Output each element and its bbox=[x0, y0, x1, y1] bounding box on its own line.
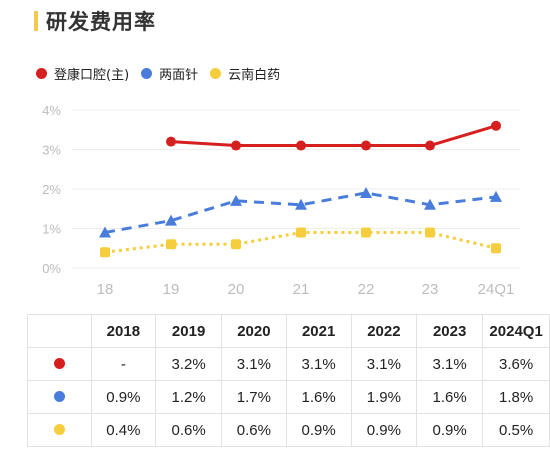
table-header-cell: 2021 bbox=[285, 314, 352, 348]
data-point bbox=[165, 214, 177, 226]
table-cell: 0.6% bbox=[221, 413, 287, 447]
table-cell: 3.1% bbox=[350, 347, 418, 381]
y-tick-label: 0% bbox=[42, 261, 61, 276]
y-tick-label: 3% bbox=[42, 143, 61, 158]
data-point bbox=[425, 140, 435, 151]
table-cell: 0.6% bbox=[154, 413, 223, 447]
y-tick-label: 2% bbox=[42, 182, 61, 197]
data-point bbox=[296, 227, 306, 238]
table-header-cell: 2020 bbox=[221, 314, 287, 348]
data-point bbox=[361, 227, 371, 238]
table-cell: 0.4% bbox=[90, 413, 157, 447]
table-cell: 0.9% bbox=[285, 413, 352, 447]
data-point bbox=[100, 247, 110, 258]
data-point bbox=[491, 243, 501, 254]
table-cell: 1.7% bbox=[221, 380, 287, 414]
table-cell: 1.8% bbox=[482, 380, 550, 414]
x-tick-label: 23 bbox=[422, 281, 439, 298]
table-header-cell: 2024Q1 bbox=[482, 314, 550, 348]
table-cell: 3.1% bbox=[416, 347, 484, 381]
data-point bbox=[424, 198, 436, 210]
x-tick-label: 21 bbox=[293, 281, 310, 298]
table-cell: 1.6% bbox=[416, 380, 484, 414]
series-marker-cell bbox=[27, 380, 92, 414]
series-marker-cell bbox=[27, 413, 92, 447]
series-line bbox=[104, 191, 497, 234]
x-tick-label: 22 bbox=[358, 281, 375, 298]
table-cell: 0.5% bbox=[482, 413, 550, 447]
data-table: 2018 2019 2020 2021 2022 2023 2024Q1 - 3… bbox=[27, 314, 550, 447]
table-cell: 3.2% bbox=[154, 347, 223, 381]
red-dot-icon bbox=[53, 357, 65, 369]
x-tick-label: 24Q1 bbox=[478, 281, 515, 298]
legend-label: 两面针 bbox=[159, 68, 199, 83]
data-point bbox=[490, 190, 502, 202]
y-tick-label: 4% bbox=[42, 103, 61, 118]
table-header-row: 2018 2019 2020 2021 2022 2023 2024Q1 bbox=[27, 314, 550, 348]
table-cell: 3.6% bbox=[482, 347, 550, 381]
table-cell: 0.9% bbox=[350, 413, 418, 447]
data-point bbox=[231, 239, 241, 250]
blue-dot-icon bbox=[53, 390, 65, 402]
legend-dot-icon bbox=[210, 68, 222, 79]
y-tick-label: 1% bbox=[42, 222, 61, 237]
table-cell: 0.9% bbox=[90, 380, 157, 414]
legend-label: 云南白药 bbox=[228, 68, 281, 83]
table-header-cell: 2018 bbox=[90, 314, 157, 348]
data-point bbox=[166, 136, 176, 147]
data-point bbox=[360, 186, 372, 198]
data-point bbox=[361, 140, 371, 151]
table-cell: - bbox=[90, 347, 157, 381]
data-point bbox=[491, 120, 501, 131]
table-cell: 3.1% bbox=[221, 347, 287, 381]
table-header-cell bbox=[27, 314, 92, 348]
x-tick-label: 19 bbox=[163, 281, 180, 298]
chart-title: 研发费用率 bbox=[46, 10, 156, 34]
table-cell: 1.6% bbox=[285, 380, 352, 414]
table-row: - 3.2% 3.1% 3.1% 3.1% 3.1% 3.6% bbox=[27, 347, 550, 381]
legend-item: 云南白药 bbox=[210, 64, 280, 83]
table-row: 0.4% 0.6% 0.6% 0.9% 0.9% 0.9% 0.5% bbox=[27, 413, 550, 447]
table-row: 0.9% 1.2% 1.7% 1.6% 1.9% 1.6% 1.8% bbox=[27, 380, 550, 414]
data-point bbox=[425, 227, 435, 238]
legend: 登康口腔(主) 两面针 云南白药 bbox=[36, 64, 292, 83]
x-tick-label: 18 bbox=[97, 281, 114, 298]
legend-dot-icon bbox=[36, 68, 47, 79]
series-marker-cell bbox=[27, 347, 92, 381]
table-cell: 0.9% bbox=[416, 413, 484, 447]
data-point bbox=[296, 140, 306, 151]
table-cell: 1.2% bbox=[154, 380, 223, 414]
series-line bbox=[170, 124, 497, 148]
data-point bbox=[230, 194, 242, 206]
line-chart: 0% 1% 2% 3% 4% 18 19 20 21 22 23 24Q1 bbox=[42, 103, 520, 298]
data-point bbox=[231, 140, 241, 151]
data-point bbox=[99, 226, 111, 238]
title-accent-bar bbox=[34, 11, 38, 31]
table-cell: 1.9% bbox=[350, 380, 418, 414]
legend-label: 登康口腔(主) bbox=[54, 68, 130, 83]
table-cell: 3.1% bbox=[285, 347, 352, 381]
legend-item: 两面针 bbox=[141, 64, 198, 83]
x-tick-label: 20 bbox=[228, 281, 245, 298]
data-point bbox=[295, 198, 307, 210]
table-header-cell: 2019 bbox=[154, 314, 223, 348]
yellow-dot-icon bbox=[53, 423, 65, 435]
legend-item: 登康口腔(主) bbox=[36, 64, 129, 83]
table-header-cell: 2022 bbox=[350, 314, 418, 348]
legend-dot-icon bbox=[141, 68, 153, 79]
table-header-cell: 2023 bbox=[416, 314, 484, 348]
data-point bbox=[166, 239, 176, 250]
